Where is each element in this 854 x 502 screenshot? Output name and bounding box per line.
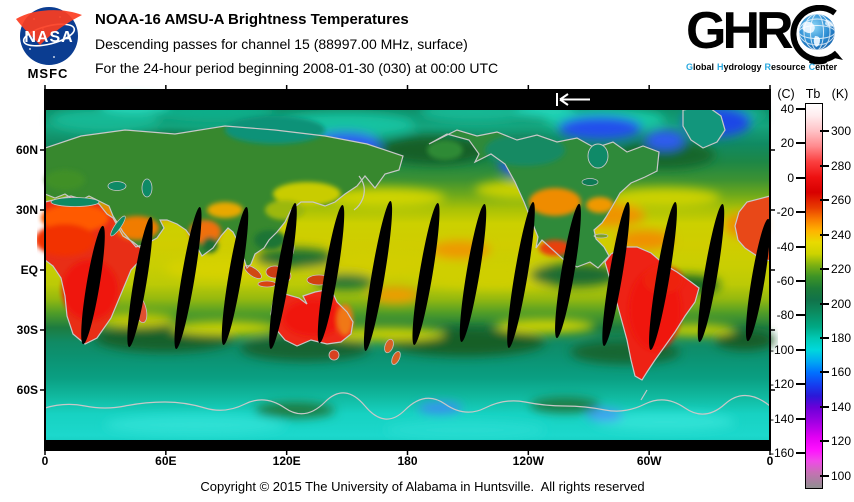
- colorbar-kelvin-tick: 100: [831, 468, 852, 483]
- colorbar-celsius-tick: 0: [787, 170, 794, 185]
- colorbar-gradient: [805, 103, 823, 489]
- nasa-logo[interactable]: NASA: [10, 5, 88, 69]
- colorbar-celsius-tick: -140: [769, 411, 794, 426]
- colorbar-celsius-tick: -40: [776, 239, 794, 254]
- colorbar-celsius-unit: (C): [777, 87, 795, 101]
- lat-tick-label: 60S: [16, 383, 38, 397]
- colorbar-celsius-tick: -80: [776, 308, 794, 323]
- colorbar-celsius-tick: -20: [776, 205, 794, 220]
- copyright-line: Copyright © 2015 The University of Alaba…: [200, 479, 645, 494]
- msfc-label: MSFC: [27, 66, 69, 81]
- colorbar-celsius-tick: -100: [769, 342, 794, 357]
- colorbar-kelvin-tick: 120: [831, 434, 852, 449]
- colorbar-kelvin-tick: 280: [831, 158, 852, 173]
- colorbar-tick-mark: [796, 107, 805, 110]
- lon-tick-label: 120W: [512, 454, 544, 468]
- south-polar-nodata-band: [45, 440, 770, 450]
- lon-tick-label: 0: [41, 454, 49, 468]
- colorbar-celsius-tick: -160: [769, 446, 794, 461]
- orbital-swath-gaps: [81, 201, 771, 351]
- colorbar-tick-mark: [796, 176, 805, 179]
- colorbar-tick-mark: [820, 302, 829, 305]
- colorbar-tick-mark: [796, 279, 805, 282]
- colorbar-tick-mark: [820, 337, 829, 340]
- ghrc-globe-c-icon: [790, 5, 843, 65]
- lon-tick-label: 0: [766, 454, 774, 468]
- lat-tick-label: 30N: [15, 203, 38, 217]
- map-frame-ticks: [40, 85, 775, 455]
- colorbar-kelvin-tick: 220: [831, 262, 852, 277]
- colorbar-celsius-tick: 40: [780, 101, 794, 116]
- colorbar-tick-mark: [820, 440, 829, 443]
- subtitle-channel: Descending passes for channel 15 (88997.…: [95, 36, 468, 52]
- ghrc-wordmark: GHR: [686, 2, 794, 60]
- lon-tick-label: 60W: [636, 454, 662, 468]
- colorbar-tick-mark: [796, 348, 805, 351]
- ghrc-logo[interactable]: GHR: [686, 4, 852, 78]
- colorbar-tick-mark: [796, 314, 805, 317]
- colorbar-kelvin-tick: 240: [831, 227, 852, 242]
- colorbar-tick-mark: [820, 371, 829, 374]
- colorbar-tick-mark: [820, 164, 829, 167]
- colorbar-kelvin-tick: 260: [831, 193, 852, 208]
- lat-tick-label: 30S: [16, 323, 38, 337]
- colorbar-tick-mark: [796, 417, 805, 420]
- ghrc-tagline: Global Hydrology Resource Center: [686, 62, 838, 72]
- colorbar-tick-mark: [820, 405, 829, 408]
- colorbar-kelvin-tick: 160: [831, 365, 852, 380]
- colorbar-kelvin-tick: 180: [831, 331, 852, 346]
- colorbar-tick-mark: [820, 130, 829, 133]
- colorbar-kelvin-unit: (K): [831, 87, 849, 101]
- page-title: NOAA-16 AMSU-A Brightness Temperatures: [95, 11, 409, 28]
- nasa-wordmark: NASA: [24, 29, 73, 46]
- nasa-logo-swoosh: [16, 10, 82, 46]
- colorbar-tick-mark: [796, 452, 805, 455]
- colorbar-tick-mark: [820, 199, 829, 202]
- colorbar-kelvin-tick: 140: [831, 399, 852, 414]
- lat-tick-label: EQ: [20, 263, 38, 277]
- colorbar-tick-mark: [796, 142, 805, 145]
- colorbar-kelvin-tick: 300: [831, 124, 852, 139]
- subtitle-period: For the 24-hour period beginning 2008-01…: [95, 60, 499, 76]
- coastlines: [44, 105, 771, 420]
- colorbar-tb-label: Tb: [805, 87, 821, 101]
- brightness-temperature-map: [37, 85, 775, 455]
- orbit-start-arrow-icon: [556, 93, 590, 106]
- colorbar-tick-mark: [820, 233, 829, 236]
- colorbar-tick-mark: [796, 211, 805, 214]
- lon-tick-label: 60E: [155, 454, 177, 468]
- colorbar-kelvin-tick: 200: [831, 296, 852, 311]
- north-polar-nodata-band: [45, 90, 770, 110]
- lat-tick-label: 60N: [15, 143, 38, 157]
- colorbar-tick-mark: [820, 268, 829, 271]
- lon-tick-label: 120E: [272, 454, 301, 468]
- colorbar-tick-mark: [796, 383, 805, 386]
- lon-tick-label: 180: [397, 454, 418, 468]
- colorbar-celsius-tick: 20: [780, 136, 794, 151]
- colorbar-tick-mark: [796, 245, 805, 248]
- colorbar-celsius-tick: -120: [769, 377, 794, 392]
- colorbar-tick-mark: [820, 474, 829, 477]
- colorbar-celsius-tick: -60: [776, 273, 794, 288]
